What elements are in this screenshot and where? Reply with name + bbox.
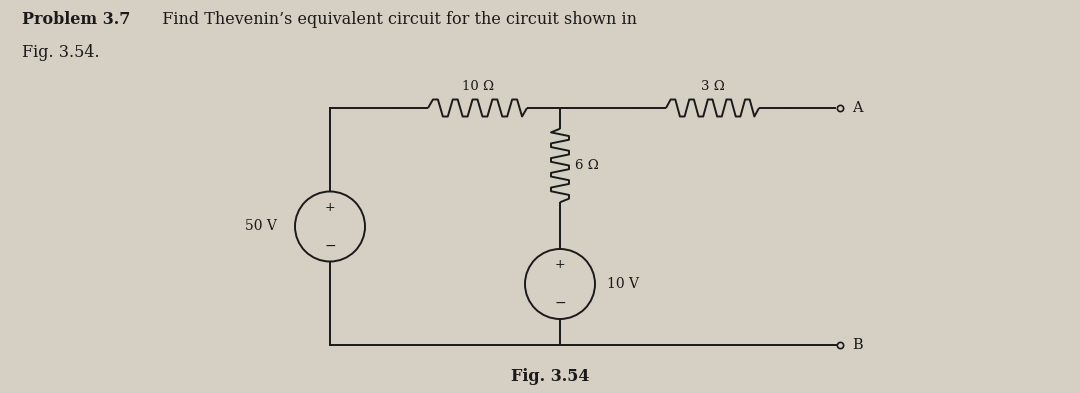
Text: 3 Ω: 3 Ω <box>701 80 725 93</box>
Text: +: + <box>325 201 335 214</box>
Text: −: − <box>324 239 336 253</box>
Text: 50 V: 50 V <box>245 220 276 233</box>
Circle shape <box>295 191 365 261</box>
Text: B: B <box>852 338 863 352</box>
Text: 6 Ω: 6 Ω <box>575 159 598 172</box>
Text: +: + <box>555 258 565 271</box>
Circle shape <box>525 249 595 319</box>
Text: Find Thevenin’s equivalent circuit for the circuit shown in: Find Thevenin’s equivalent circuit for t… <box>152 11 637 28</box>
Text: −: − <box>554 296 566 310</box>
Text: A: A <box>852 101 863 115</box>
Text: Problem 3.7: Problem 3.7 <box>22 11 131 28</box>
Text: Fig. 3.54: Fig. 3.54 <box>511 368 590 385</box>
Text: 10 V: 10 V <box>607 277 639 291</box>
Text: 10 Ω: 10 Ω <box>461 80 494 93</box>
Text: Fig. 3.54.: Fig. 3.54. <box>22 44 99 61</box>
